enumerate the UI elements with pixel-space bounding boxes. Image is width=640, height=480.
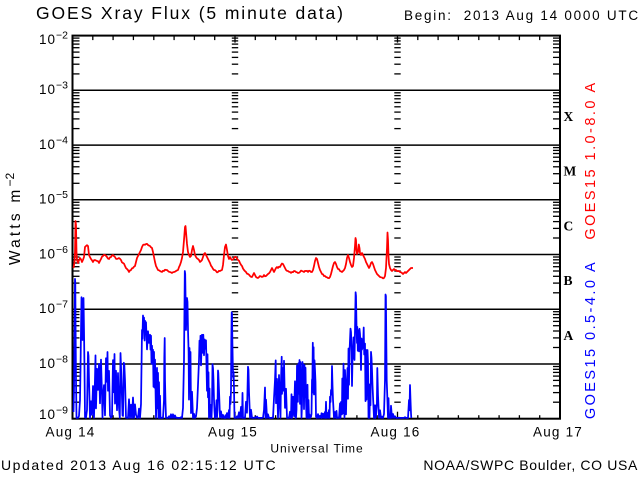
svg-text:Aug 17: Aug 17 (533, 425, 583, 440)
svg-text:C: C (564, 218, 574, 233)
svg-text:Updated 2013 Aug 16 02:15:12 U: Updated 2013 Aug 16 02:15:12 UTC (1, 457, 277, 473)
svg-text:B: B (564, 273, 573, 288)
svg-text:GOES15 1.0-8.0 A: GOES15 1.0-8.0 A (583, 80, 599, 239)
svg-text:Aug 15: Aug 15 (208, 425, 258, 440)
svg-text:GOES15 0.5-4.0 A: GOES15 0.5-4.0 A (583, 260, 599, 419)
svg-text:Aug 14: Aug 14 (46, 425, 96, 440)
svg-text:M: M (564, 164, 577, 179)
svg-text:Universal Time: Universal Time (270, 442, 363, 456)
svg-text:NOAA/SWPC Boulder, CO USA: NOAA/SWPC Boulder, CO USA (423, 457, 638, 473)
svg-text:Watts m−2: Watts m−2 (3, 173, 24, 266)
svg-text:A: A (564, 328, 574, 343)
svg-text:Begin: 2013 Aug 14 0000 UTC: Begin: 2013 Aug 14 0000 UTC (404, 8, 640, 23)
svg-text:GOES Xray Flux (5 minute data): GOES Xray Flux (5 minute data) (36, 3, 345, 23)
svg-text:X: X (564, 109, 574, 124)
svg-text:Aug 16: Aug 16 (371, 425, 421, 440)
